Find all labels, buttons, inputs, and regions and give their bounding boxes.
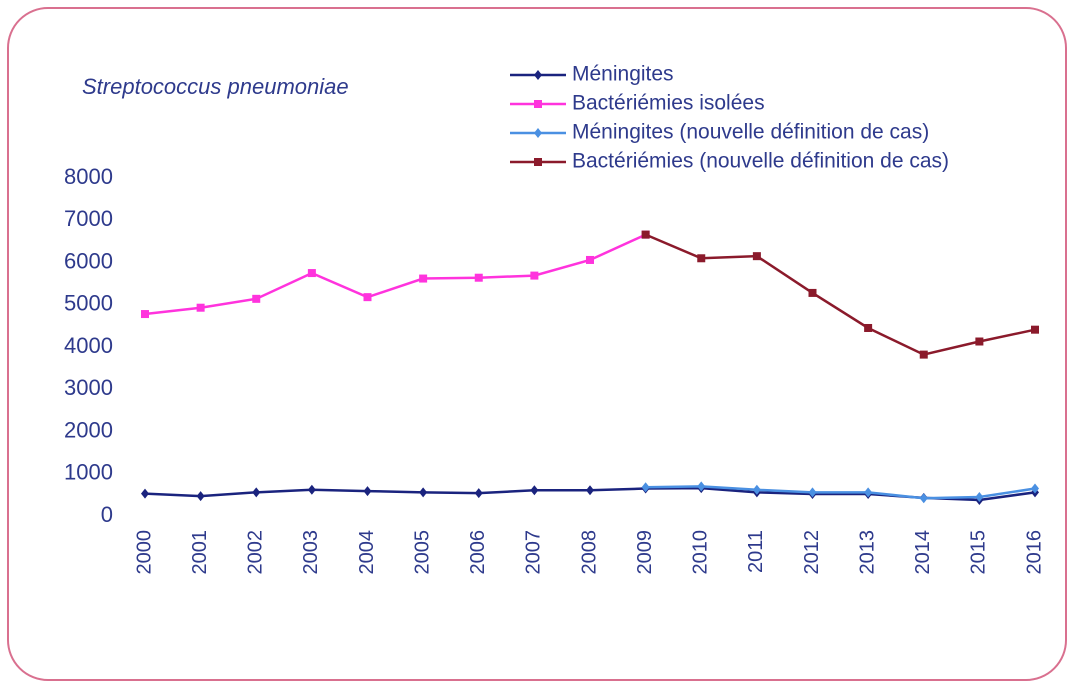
series-line — [144, 233, 647, 316]
x-tick-label: 2010 — [690, 530, 712, 575]
x-tick-label: 2001 — [189, 530, 211, 575]
x-tick-label: 2014 — [912, 530, 934, 575]
x-tick-label: 2012 — [801, 530, 823, 575]
y-tick-label: 3000 — [64, 375, 113, 400]
data-point — [474, 273, 483, 282]
data-point — [752, 252, 761, 261]
legend-label: Méningites — [572, 63, 674, 86]
y-tick-label: 5000 — [64, 291, 113, 316]
x-tick-label: 2015 — [968, 530, 990, 575]
data-point — [586, 485, 594, 496]
x-tick-label: 2005 — [411, 530, 433, 575]
chart-title: Streptococcus pneumoniae — [82, 74, 349, 99]
x-tick-label: 2003 — [300, 530, 322, 575]
data-point — [697, 254, 706, 263]
x-tick-label: 2004 — [356, 530, 378, 575]
legend-marker — [534, 100, 542, 108]
frame — [7, 7, 1067, 681]
x-tick-label: 2009 — [634, 530, 656, 575]
y-tick-label: 4000 — [64, 333, 113, 358]
x-tick-label: 2016 — [1023, 530, 1045, 575]
x-tick-label: 2011 — [745, 530, 767, 573]
x-tick-label: 2008 — [578, 530, 600, 575]
data-point — [252, 487, 261, 498]
data-point — [752, 484, 761, 495]
data-point — [474, 488, 483, 499]
x-tick-label: 2013 — [856, 530, 878, 575]
data-point — [363, 486, 372, 497]
data-point — [808, 487, 817, 498]
data-point — [196, 491, 205, 502]
data-point — [864, 487, 873, 498]
y-tick-label: 8000 — [64, 164, 113, 189]
data-point — [1031, 325, 1039, 334]
data-point — [1031, 483, 1039, 494]
data-point — [641, 482, 650, 493]
data-point — [586, 255, 594, 264]
legend-label: Bactériémies (nouvelle définition de cas… — [572, 150, 949, 173]
series-line — [645, 485, 1036, 500]
data-point — [697, 481, 706, 492]
legend-marker — [534, 70, 542, 80]
x-tick-label: 2000 — [133, 530, 155, 575]
data-point — [307, 269, 316, 278]
x-tick-label: 2006 — [467, 530, 489, 575]
y-tick-label: 0 — [101, 502, 113, 527]
y-tick-label: 2000 — [64, 417, 113, 442]
data-point — [141, 488, 149, 499]
y-tick-label: 7000 — [64, 206, 113, 231]
data-point — [307, 484, 316, 495]
data-point — [419, 487, 428, 498]
legend-label: Bactériémies isolées — [572, 92, 765, 115]
x-tick-label: 2002 — [245, 530, 267, 575]
legend-marker — [534, 128, 542, 138]
data-point — [530, 271, 539, 280]
data-point — [363, 293, 372, 302]
series-line — [645, 233, 1036, 356]
data-point — [975, 337, 984, 346]
y-tick-label: 1000 — [64, 460, 113, 485]
legend-marker — [534, 158, 542, 166]
data-point — [196, 303, 205, 312]
data-point — [141, 310, 149, 319]
data-point — [419, 274, 428, 283]
data-point — [641, 230, 650, 239]
y-tick-label: 6000 — [64, 248, 113, 273]
legend-label: Méningites (nouvelle définition de cas) — [572, 121, 929, 144]
x-tick-label: 2007 — [523, 530, 545, 575]
data-point — [252, 294, 261, 303]
data-point — [975, 491, 984, 502]
data-point — [919, 493, 928, 504]
data-point — [808, 288, 817, 297]
data-point — [919, 350, 928, 359]
data-point — [864, 323, 873, 332]
data-point — [530, 485, 539, 496]
